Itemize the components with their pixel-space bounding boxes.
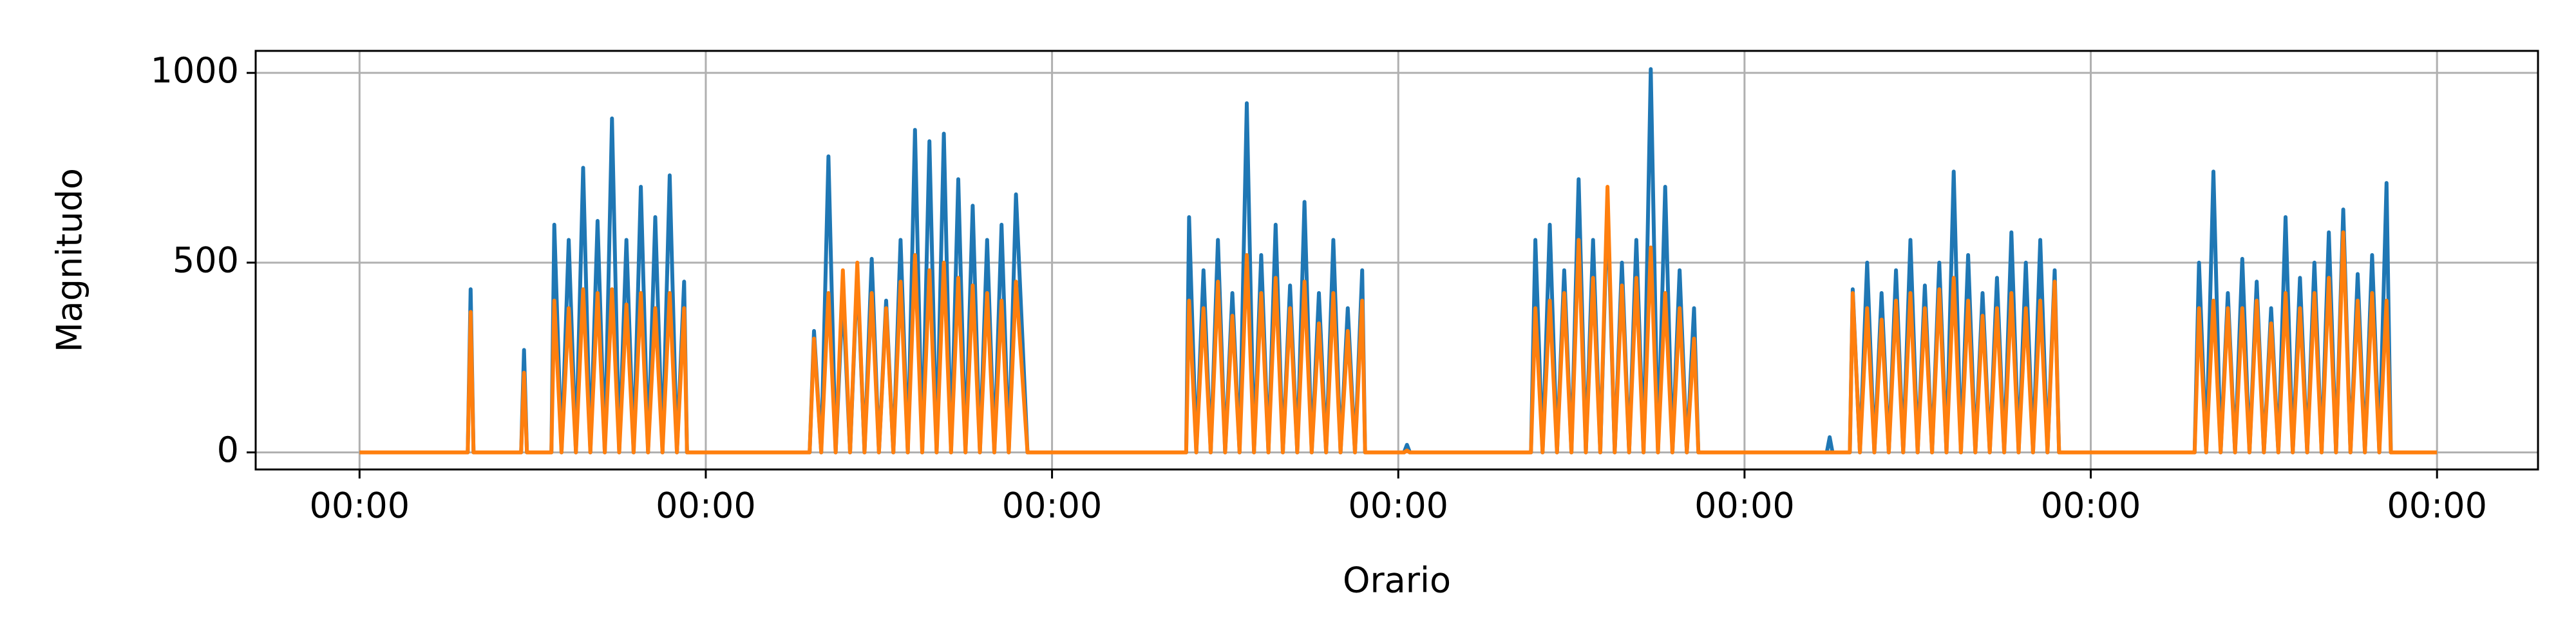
x-tick-label: 00:00 — [1348, 486, 1448, 526]
x-tick-label: 00:00 — [656, 486, 756, 526]
x-axis-label: Orario — [1343, 560, 1451, 601]
y-tick-label: 0 — [217, 430, 239, 470]
y-axis-label: Magnitudo — [50, 168, 90, 352]
x-tick-label: 00:00 — [1694, 486, 1795, 526]
y-tick-label: 500 — [173, 240, 239, 280]
x-tick-label: 00:00 — [1002, 486, 1103, 526]
y-tick-label: 1000 — [151, 50, 239, 91]
x-tick-label: 00:00 — [309, 486, 410, 526]
x-tick-label: 00:00 — [2387, 486, 2487, 526]
series-line — [359, 185, 2438, 455]
plot-frame — [254, 50, 2539, 471]
x-tick-label: 00:00 — [2041, 486, 2141, 526]
